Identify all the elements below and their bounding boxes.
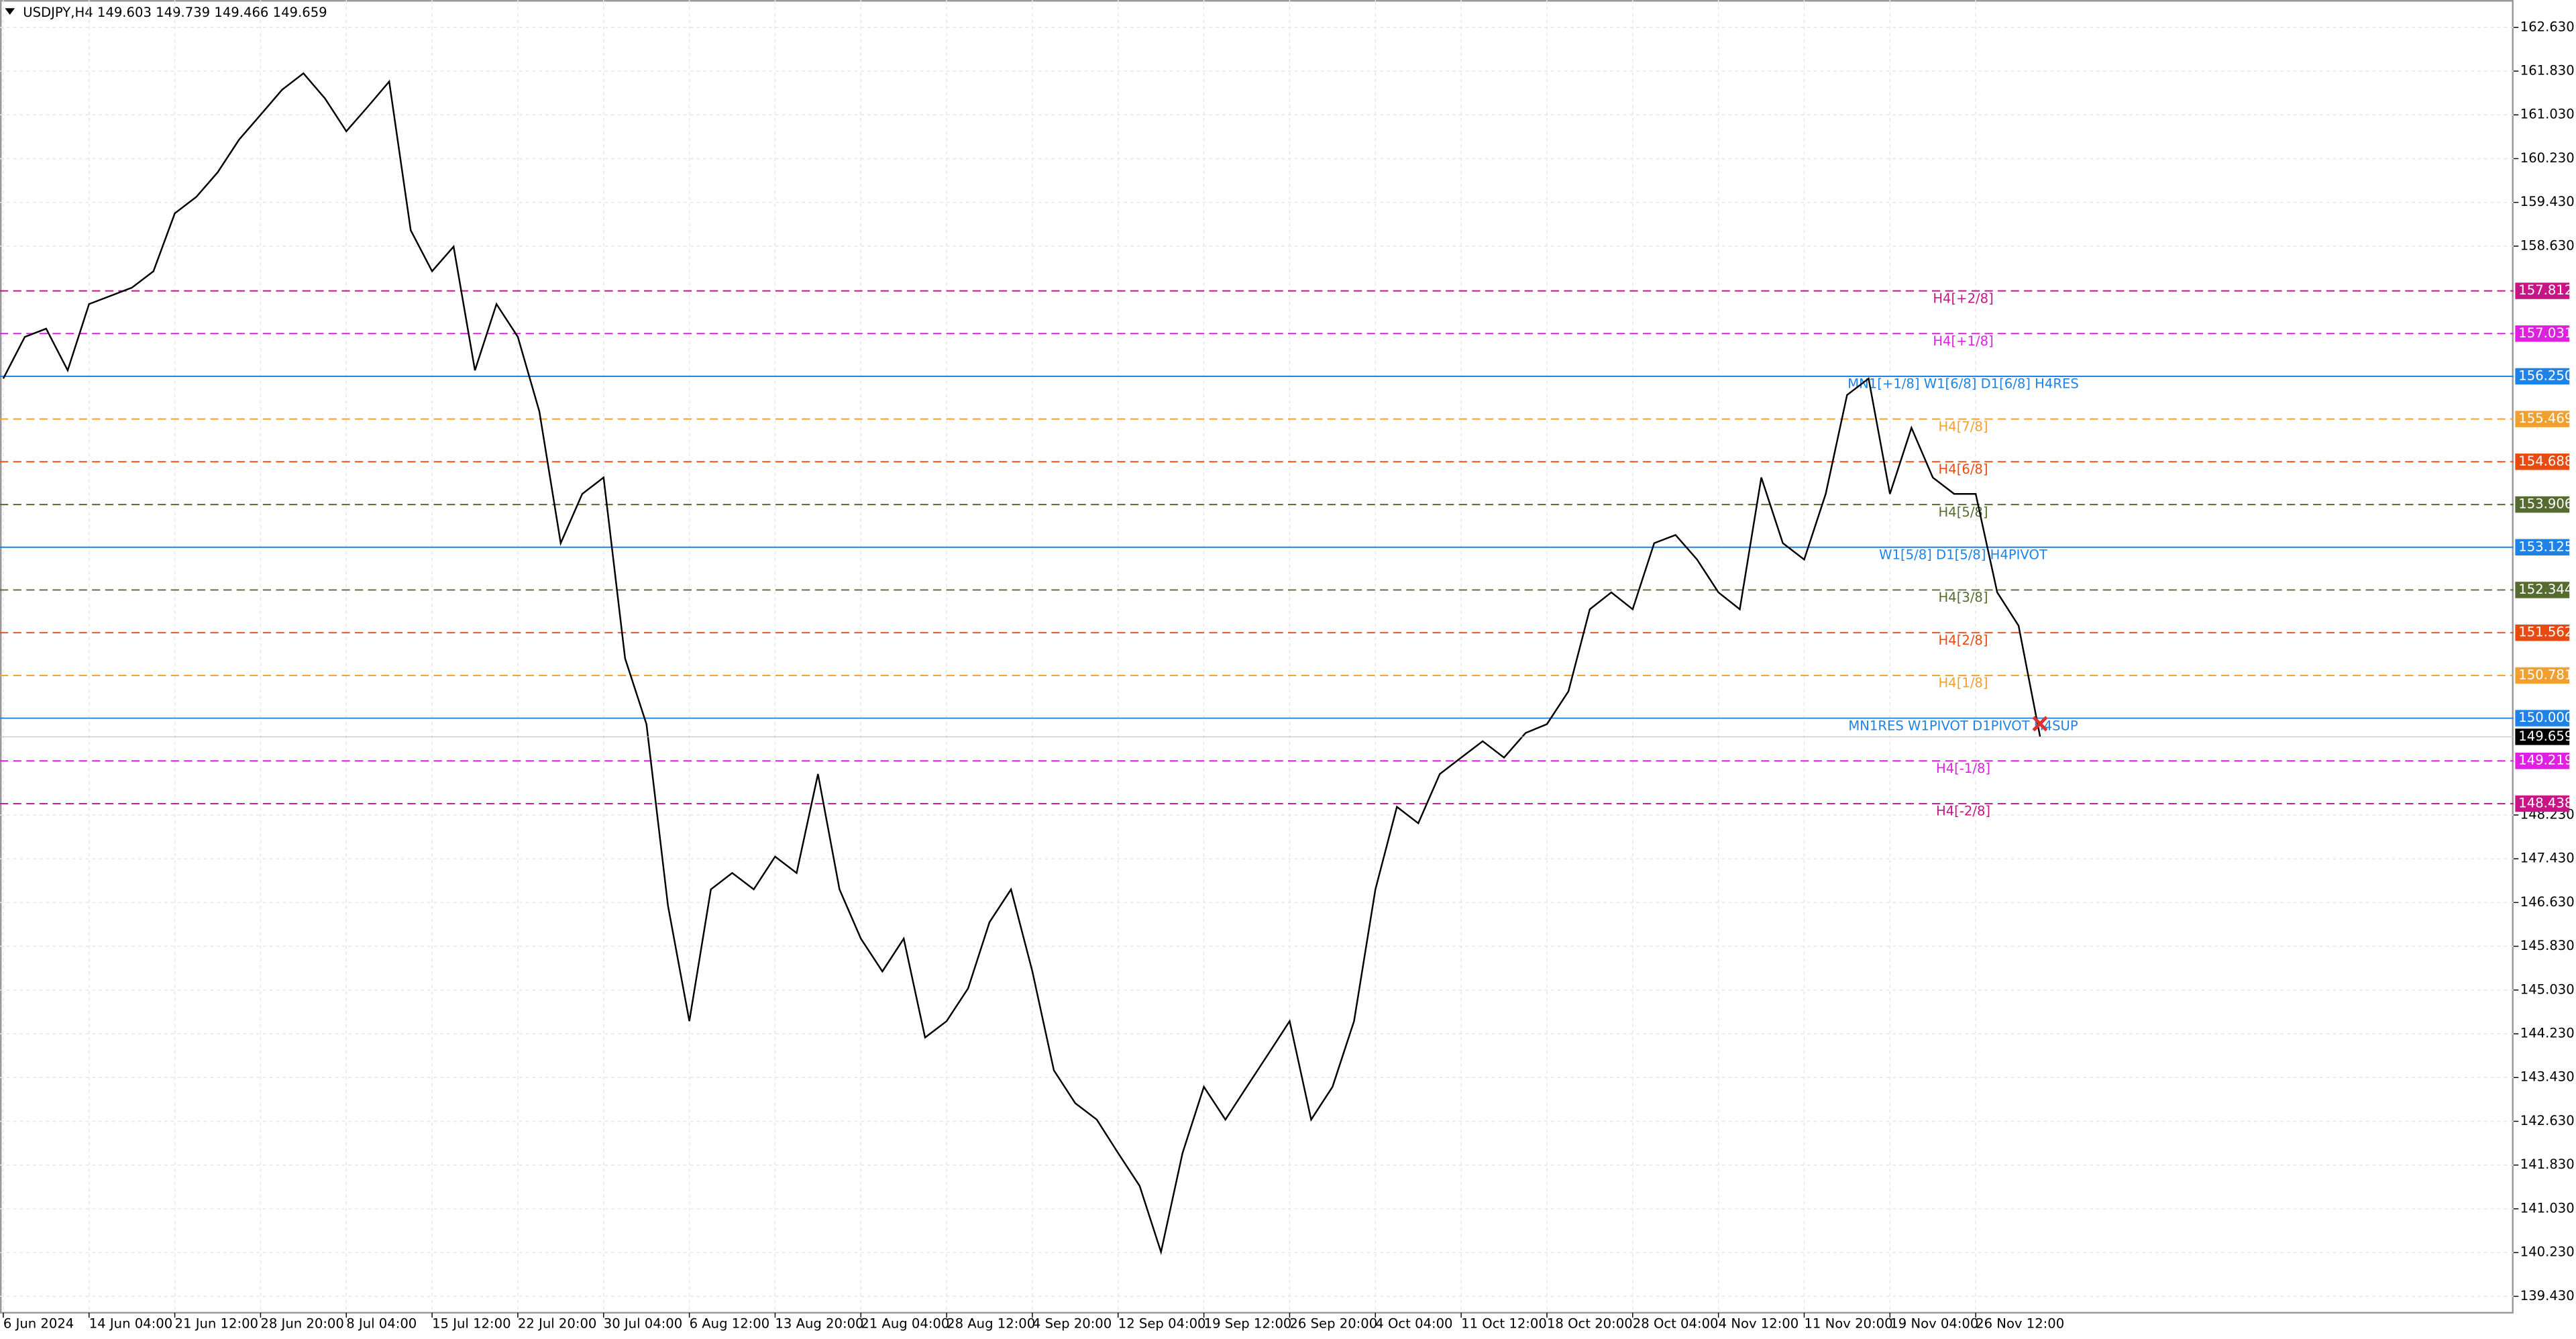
level-price-label: 150.781 bbox=[2518, 667, 2573, 682]
level-label: H4[1/8] bbox=[1939, 676, 1988, 691]
y-tick-label: 141.030 bbox=[2520, 1200, 2575, 1216]
level-price-box bbox=[2515, 753, 2570, 769]
level-label: H4[2/8] bbox=[1939, 633, 1988, 648]
x-tick-label: 28 Aug 12:00 bbox=[947, 1316, 1035, 1331]
y-tick-label: 144.230 bbox=[2520, 1026, 2575, 1041]
y-tick-label: 140.230 bbox=[2520, 1244, 2575, 1260]
x-tick-label: 6 Jun 2024 bbox=[3, 1316, 74, 1331]
level-price-box bbox=[2515, 539, 2570, 555]
menu-arrow[interactable] bbox=[5, 8, 15, 15]
level-price-box bbox=[2515, 582, 2570, 598]
level-price-box bbox=[2515, 325, 2570, 342]
level-price-box bbox=[2515, 282, 2570, 299]
x-tick-label: 4 Nov 12:00 bbox=[1719, 1316, 1799, 1331]
x-tick-label: 28 Oct 04:00 bbox=[1633, 1316, 1719, 1331]
x-tick-label: 11 Nov 20:00 bbox=[1804, 1316, 1892, 1331]
x-tick-label: 26 Sep 20:00 bbox=[1289, 1316, 1377, 1331]
level-price-label: 154.688 bbox=[2518, 453, 2573, 469]
x-tick-label: 13 Aug 20:00 bbox=[775, 1316, 863, 1331]
x-tick-label: 19 Nov 04:00 bbox=[1890, 1316, 1978, 1331]
level-label: H4[+1/8] bbox=[1933, 333, 1993, 349]
level-label: H4[+2/8] bbox=[1933, 290, 1993, 306]
level-price-box bbox=[2515, 795, 2570, 812]
x-tick-label: 18 Oct 20:00 bbox=[1547, 1316, 1633, 1331]
level-label: H4[3/8] bbox=[1939, 590, 1988, 605]
last-price-label: 149.659 bbox=[2518, 729, 2573, 744]
y-tick-label: 143.430 bbox=[2520, 1069, 2575, 1085]
level-label: H4[-2/8] bbox=[1936, 804, 1990, 819]
y-tick-label: 139.430 bbox=[2520, 1288, 2575, 1303]
x-tick-label: 6 Aug 12:00 bbox=[690, 1316, 770, 1331]
level-label: H4[5/8] bbox=[1939, 504, 1988, 520]
level-price-label: 156.250 bbox=[2518, 368, 2573, 383]
x-tick-label: 14 Jun 04:00 bbox=[89, 1316, 172, 1331]
y-tick-label: 161.030 bbox=[2520, 107, 2575, 122]
level-price-label: 157.812 bbox=[2518, 282, 2573, 298]
price-line bbox=[2, 72, 2041, 1256]
level-price-box bbox=[2515, 624, 2570, 641]
level-price-label: 148.438 bbox=[2518, 795, 2573, 810]
level-label: H4[-1/8] bbox=[1936, 761, 1990, 776]
level-price-label: 151.562 bbox=[2518, 625, 2573, 640]
level-price-box bbox=[2515, 667, 2570, 684]
close-marker bbox=[2032, 716, 2048, 732]
y-tick-label: 147.430 bbox=[2520, 851, 2575, 866]
y-tick-label: 142.630 bbox=[2520, 1113, 2575, 1128]
level-price-label: 153.906 bbox=[2518, 496, 2573, 512]
last-price-box bbox=[2515, 729, 2570, 745]
level-label: MN1[+1/8] W1[6/8] D1[6/8] H4RES bbox=[1847, 376, 2079, 392]
x-tick-label: 4 Sep 20:00 bbox=[1032, 1316, 1112, 1331]
level-price-label: 157.031 bbox=[2518, 325, 2573, 341]
plot-frame bbox=[0, 0, 2514, 1314]
x-tick-label: 30 Jul 04:00 bbox=[604, 1316, 682, 1331]
x-tick-label: 4 Oct 04:00 bbox=[1375, 1316, 1452, 1331]
y-tick-label: 145.830 bbox=[2520, 938, 2575, 953]
x-tick-label: 28 Jun 20:00 bbox=[260, 1316, 343, 1331]
y-tick-label: 146.630 bbox=[2520, 894, 2575, 910]
level-price-label: 150.000 bbox=[2518, 710, 2573, 725]
level-label: H4[6/8] bbox=[1939, 462, 1988, 477]
y-tick-label: 141.830 bbox=[2520, 1157, 2575, 1172]
level-label: W1[5/8] D1[5/8] H4PIVOT bbox=[1879, 547, 2048, 563]
level-price-label: 152.344 bbox=[2518, 582, 2573, 597]
x-tick-label: 21 Aug 04:00 bbox=[861, 1316, 949, 1331]
y-tick-label: 158.630 bbox=[2520, 237, 2575, 253]
level-price-box bbox=[2515, 411, 2570, 427]
level-price-box bbox=[2515, 496, 2570, 513]
x-tick-label: 19 Sep 12:00 bbox=[1204, 1316, 1292, 1331]
level-label: MN1RES W1PIVOT D1PIVOT H4SUP bbox=[1848, 718, 2078, 733]
level-label: H4[7/8] bbox=[1939, 419, 1988, 434]
level-price-box bbox=[2515, 368, 2570, 385]
x-tick-label: 26 Nov 12:00 bbox=[1976, 1316, 2064, 1331]
level-price-box bbox=[2515, 453, 2570, 470]
chart-title: USDJPY,H4 149.603 149.739 149.466 149.65… bbox=[23, 5, 327, 20]
level-price-label: 155.469 bbox=[2518, 411, 2573, 426]
x-tick-label: 8 Jul 04:00 bbox=[346, 1316, 417, 1331]
y-tick-label: 160.230 bbox=[2520, 150, 2575, 166]
y-tick-label: 162.630 bbox=[2520, 19, 2575, 34]
level-price-box bbox=[2515, 710, 2570, 727]
x-tick-label: 15 Jul 12:00 bbox=[432, 1316, 511, 1331]
x-tick-label: 11 Oct 12:00 bbox=[1461, 1316, 1547, 1331]
x-tick-label: 21 Jun 12:00 bbox=[175, 1316, 258, 1331]
level-price-label: 149.219 bbox=[2518, 753, 2573, 768]
x-tick-label: 22 Jul 20:00 bbox=[518, 1316, 596, 1331]
y-tick-label: 161.830 bbox=[2520, 63, 2575, 78]
y-tick-label: 145.030 bbox=[2520, 981, 2575, 997]
x-tick-label: 12 Sep 04:00 bbox=[1118, 1316, 1206, 1331]
y-tick-label: 159.430 bbox=[2520, 194, 2575, 209]
level-price-label: 153.125 bbox=[2518, 539, 2573, 554]
